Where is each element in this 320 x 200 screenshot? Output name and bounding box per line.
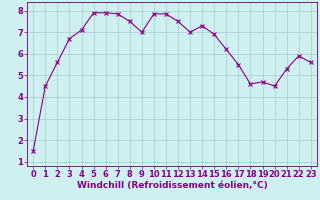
X-axis label: Windchill (Refroidissement éolien,°C): Windchill (Refroidissement éolien,°C) xyxy=(76,181,268,190)
